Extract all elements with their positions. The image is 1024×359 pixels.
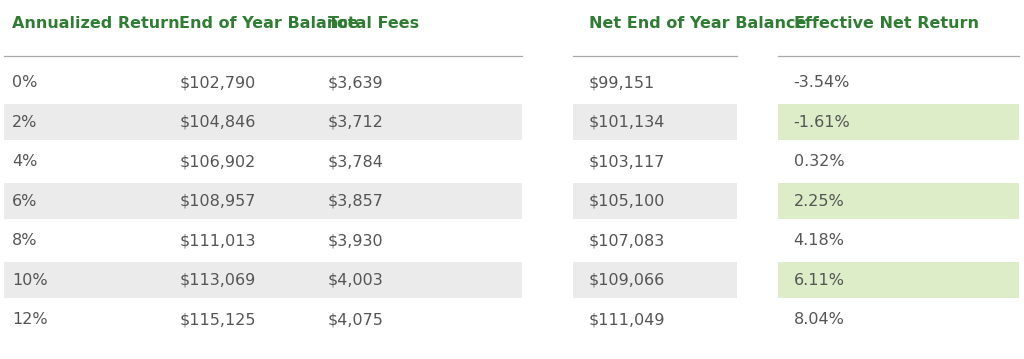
Text: Effective Net Return: Effective Net Return: [794, 16, 979, 31]
Text: 8%: 8%: [12, 233, 38, 248]
Text: $108,957: $108,957: [179, 194, 256, 209]
Bar: [4, 104, 522, 140]
Text: $101,134: $101,134: [589, 115, 666, 130]
Text: $3,857: $3,857: [328, 194, 384, 209]
Text: 2%: 2%: [12, 115, 38, 130]
Text: $111,013: $111,013: [179, 233, 256, 248]
Text: Annualized Return: Annualized Return: [12, 16, 180, 31]
Text: $111,049: $111,049: [589, 312, 666, 327]
Text: 4.18%: 4.18%: [794, 233, 845, 248]
Text: 6.11%: 6.11%: [794, 272, 845, 288]
Text: -3.54%: -3.54%: [794, 75, 850, 90]
Text: $106,902: $106,902: [179, 154, 255, 169]
Text: $4,003: $4,003: [328, 272, 383, 288]
Text: $105,100: $105,100: [589, 194, 666, 209]
Bar: [778, 262, 1019, 298]
Text: $3,930: $3,930: [328, 233, 383, 248]
Text: 12%: 12%: [12, 312, 48, 327]
Bar: [573, 262, 737, 298]
Text: 0.32%: 0.32%: [794, 154, 844, 169]
Text: $99,151: $99,151: [589, 75, 655, 90]
Bar: [4, 262, 522, 298]
Text: $102,790: $102,790: [179, 75, 255, 90]
Text: $107,083: $107,083: [589, 233, 665, 248]
Bar: [778, 104, 1019, 140]
Text: $3,712: $3,712: [328, 115, 384, 130]
Text: Net End of Year Balance: Net End of Year Balance: [589, 16, 806, 31]
Text: $103,117: $103,117: [589, 154, 666, 169]
Text: $109,066: $109,066: [589, 272, 665, 288]
Text: 10%: 10%: [12, 272, 48, 288]
Text: $113,069: $113,069: [179, 272, 255, 288]
Bar: [4, 183, 522, 219]
Text: -1.61%: -1.61%: [794, 115, 850, 130]
Text: $104,846: $104,846: [179, 115, 256, 130]
Text: 8.04%: 8.04%: [794, 312, 845, 327]
Text: $3,639: $3,639: [328, 75, 383, 90]
Text: $4,075: $4,075: [328, 312, 384, 327]
Text: $115,125: $115,125: [179, 312, 256, 327]
Bar: [573, 183, 737, 219]
Bar: [778, 183, 1019, 219]
Text: $3,784: $3,784: [328, 154, 384, 169]
Bar: [573, 104, 737, 140]
Text: End of Year Balance: End of Year Balance: [179, 16, 358, 31]
Text: 0%: 0%: [12, 75, 38, 90]
Text: 6%: 6%: [12, 194, 38, 209]
Text: 2.25%: 2.25%: [794, 194, 845, 209]
Text: 4%: 4%: [12, 154, 38, 169]
Text: Total Fees: Total Fees: [328, 16, 419, 31]
